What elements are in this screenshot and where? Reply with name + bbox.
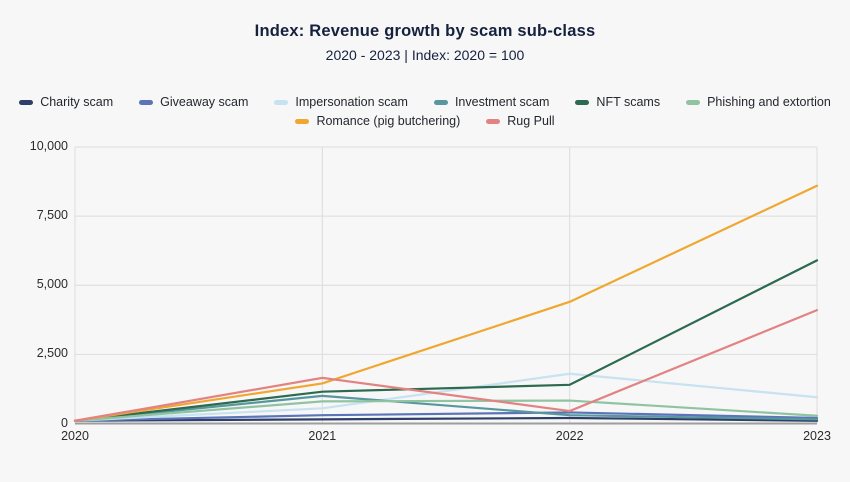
legend-row-1: Charity scam Giveaway scam Impersonation s… <box>19 95 831 109</box>
x-axis-label-2021: 2021 <box>308 429 337 443</box>
legend-item-romance-pig-butchering[interactable]: Romance (pig butchering) <box>295 114 460 128</box>
legend-label: Giveaway scam <box>160 95 249 109</box>
x-axis-label-2023: 2023 <box>803 429 831 443</box>
legend-item-impersonation-scam[interactable]: Impersonation scam <box>274 95 408 109</box>
x-axis-label-2020: 2020 <box>61 429 89 443</box>
legend-label: Impersonation scam <box>295 95 408 109</box>
legend-label: Romance (pig butchering) <box>316 114 461 128</box>
legend-swatch-investment-scam <box>433 99 448 105</box>
y-axis-label-7500: 7,500 <box>36 208 68 223</box>
series-line-phishing-and-extortion <box>73 399 819 422</box>
series-line-nft-scams <box>73 259 819 422</box>
legend-swatch-romance-pig-butchering <box>295 118 310 124</box>
series-line-rug-pull <box>73 309 819 422</box>
legend: Charity scam Giveaway scam Impersonation s… <box>0 95 850 128</box>
chart-title: Index: Revenue growth by scam sub-class <box>254 22 596 40</box>
y-axis-label-10000: 10,000 <box>29 139 68 153</box>
legend-label: Phishing and extortion <box>707 95 831 109</box>
legend-swatch-impersonation-scam <box>274 99 289 105</box>
legend-item-phishing-and-extortion[interactable]: Phishing and extortion <box>686 95 831 109</box>
legend-item-nft-scams[interactable]: NFT scams <box>575 95 660 109</box>
legend-label: Rug Pull <box>507 114 555 128</box>
series-line-investment-scam <box>73 394 819 422</box>
legend-swatch-rug-pull <box>486 118 501 124</box>
legend-label: Investment scam <box>454 95 550 109</box>
x-axis-label-2022: 2022 <box>555 429 584 443</box>
legend-label: Charity scam <box>40 95 114 109</box>
series-line-charity-scam <box>73 416 819 422</box>
legend-row-2: Romance (pig butchering) Rug Pull <box>295 114 555 128</box>
legend-item-investment-scam[interactable]: Investment scam <box>433 95 550 109</box>
chart-subtitle: 2020 - 2023 | Index: 2020 = 100 <box>325 47 525 63</box>
series-line-impersonation-scam <box>73 372 819 422</box>
legend-swatch-nft-scams <box>575 99 590 105</box>
legend-swatch-giveaway-scam <box>139 99 154 105</box>
y-axis-label-5000: 5,000 <box>36 277 68 292</box>
y-axis-label-0: 0 <box>61 415 68 430</box>
legend-swatch-phishing-and-extortion <box>686 99 701 105</box>
legend-label: NFT scams <box>596 95 661 109</box>
series-line-romance-pig-butchering <box>73 184 819 422</box>
legend-item-charity-scam[interactable]: Charity scam <box>19 95 113 109</box>
y-axis-label-2500: 2,500 <box>36 346 68 361</box>
series-line-giveaway-scam <box>73 411 819 422</box>
legend-item-rug-pull[interactable]: Rug Pull <box>486 114 555 128</box>
legend-item-giveaway-scam[interactable]: Giveaway scam <box>139 95 248 109</box>
legend-swatch-charity-scam <box>19 99 34 105</box>
